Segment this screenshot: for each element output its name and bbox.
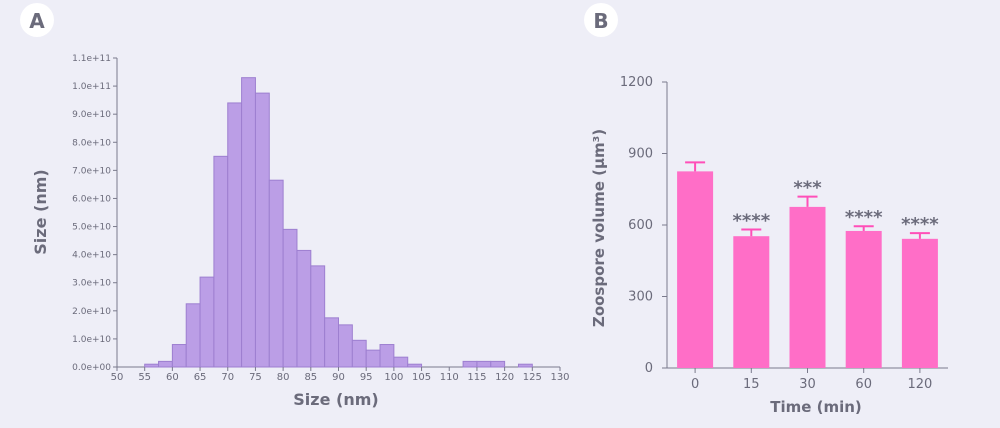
volume-significance-label: **** <box>901 214 939 235</box>
volume-x-tick-label: 0 <box>691 377 699 392</box>
histogram-y-tick-label: 1.0e+11 <box>72 82 111 92</box>
volume-y-tick-label: 300 <box>628 290 653 305</box>
histogram-x-tick-label: 50 <box>111 372 124 383</box>
histogram-y-tick-label: 6.0e+10 <box>72 194 111 204</box>
histogram-chart: 0.0e+00 1.0e+10 2.0e+10 3.0e+10 4.0e+10 5.0e+… <box>31 54 570 409</box>
histogram-bar <box>365 349 381 368</box>
histogram-bar <box>393 356 409 368</box>
histogram-y-tick-label: 9.0e+10 <box>72 110 111 120</box>
panel-b-letter: B <box>593 9 608 33</box>
volume-y-ticks: 0 300 600 900 1200 <box>620 75 667 376</box>
histogram-bar <box>268 179 284 368</box>
histogram-bar <box>213 155 229 368</box>
histogram-x-tick-label: 55 <box>138 372 151 383</box>
panel-b-badge: B <box>584 3 618 37</box>
histogram-x-tick-label: 65 <box>194 372 207 383</box>
histogram-x-tick-label: 130 <box>550 372 569 383</box>
histogram-x-tick-label: 100 <box>384 372 403 383</box>
volume-y-tick-label: 1200 <box>620 75 653 90</box>
volume-bar <box>789 206 826 368</box>
histogram-y-tick-label: 8.0e+10 <box>72 138 111 148</box>
histogram-bar <box>227 102 243 368</box>
panel-a-badge: A <box>20 3 54 37</box>
histogram-y-ticks: 0.0e+00 1.0e+10 2.0e+10 3.0e+10 4.0e+10 5.0e+… <box>72 54 117 373</box>
histogram-x-tick-label: 105 <box>412 372 431 383</box>
histogram-bar <box>158 360 173 368</box>
volume-x-tick-label: 30 <box>799 377 816 392</box>
volume-x-tick-label: 60 <box>855 377 872 392</box>
histogram-x-tick-label: 110 <box>440 372 459 383</box>
volume-y-tick-label: 900 <box>628 147 653 162</box>
histogram-x-tick-label: 70 <box>221 372 234 383</box>
histogram-bar <box>379 344 395 368</box>
histogram-bar <box>185 303 201 368</box>
volume-x-axis-title: Time (min) <box>770 398 862 416</box>
histogram-y-tick-label: 2.0e+10 <box>72 307 111 317</box>
histogram-bar <box>296 249 312 368</box>
panel-a-badge-circle <box>20 3 54 37</box>
histogram-y-tick-label: 1.0e+10 <box>72 335 111 345</box>
volume-bar <box>733 236 770 368</box>
histogram-x-tick-label: 80 <box>277 372 290 383</box>
histogram-bar <box>338 324 353 368</box>
histogram-bar <box>476 360 492 368</box>
volume-bar <box>677 171 714 368</box>
histogram-bar <box>171 344 187 368</box>
histogram-bar <box>490 360 506 368</box>
histogram-y-tick-label: 0.0e+00 <box>72 363 111 373</box>
histogram-bar <box>199 276 215 368</box>
histogram-x-axis-title: Size (nm) <box>293 390 378 409</box>
volume-x-tick-label: 120 <box>907 377 932 392</box>
histogram-x-tick-label: 115 <box>467 372 486 383</box>
histogram-bar <box>462 360 478 368</box>
histogram-bar <box>310 265 326 368</box>
histogram-y-tick-label: 3.0e+10 <box>72 279 111 289</box>
volume-x-tick-label: 15 <box>743 377 760 392</box>
histogram-y-tick-label: 1.1e+11 <box>72 54 111 64</box>
histogram-bar <box>324 317 339 368</box>
histogram-y-tick-label: 7.0e+10 <box>72 166 111 176</box>
histogram-x-tick-label: 75 <box>249 372 262 383</box>
histogram-x-tick-label: 90 <box>332 372 345 383</box>
volume-bars: *********** **** <box>677 161 939 368</box>
histogram-bar <box>144 363 160 368</box>
volume-x-ticks: 0 15 30 60 120 <box>691 368 932 392</box>
volume-y-axis-title: Zoospore volume (μm³) <box>590 129 608 327</box>
histogram-y-tick-label: 4.0e+10 <box>72 251 111 261</box>
histogram-bar <box>254 92 270 368</box>
histogram-y-tick-label: 5.0e+10 <box>72 223 111 233</box>
volume-significance-label: **** <box>732 211 770 232</box>
volume-bar <box>845 230 882 368</box>
volume-y-tick-label: 0 <box>645 361 653 376</box>
volume-bar <box>901 238 938 368</box>
histogram-x-tick-label: 85 <box>304 372 317 383</box>
histogram-bar <box>351 339 367 368</box>
histogram-bar <box>241 77 256 368</box>
histogram-x-tick-label: 95 <box>360 372 373 383</box>
volume-y-tick-label: 600 <box>628 218 653 233</box>
volume-significance-label: *** <box>793 178 822 199</box>
histogram-bars <box>144 77 533 368</box>
panel-b-badge-circle <box>584 3 618 37</box>
histogram-x-tick-label: 60 <box>166 372 179 383</box>
volume-significance-label: **** <box>845 207 883 228</box>
histogram-x-tick-label: 125 <box>523 372 542 383</box>
panel-a-letter: A <box>29 9 45 33</box>
histogram-bar <box>282 228 298 368</box>
histogram-bar <box>407 363 423 368</box>
histogram-y-axis-title: Size (nm) <box>31 169 50 254</box>
histogram-x-ticks: 50 55 60 65 70 75 80 85 90 95 100 105 110 115 120 125 13… <box>111 367 570 383</box>
histogram-bar <box>517 363 533 368</box>
histogram-x-tick-label: 120 <box>495 372 514 383</box>
